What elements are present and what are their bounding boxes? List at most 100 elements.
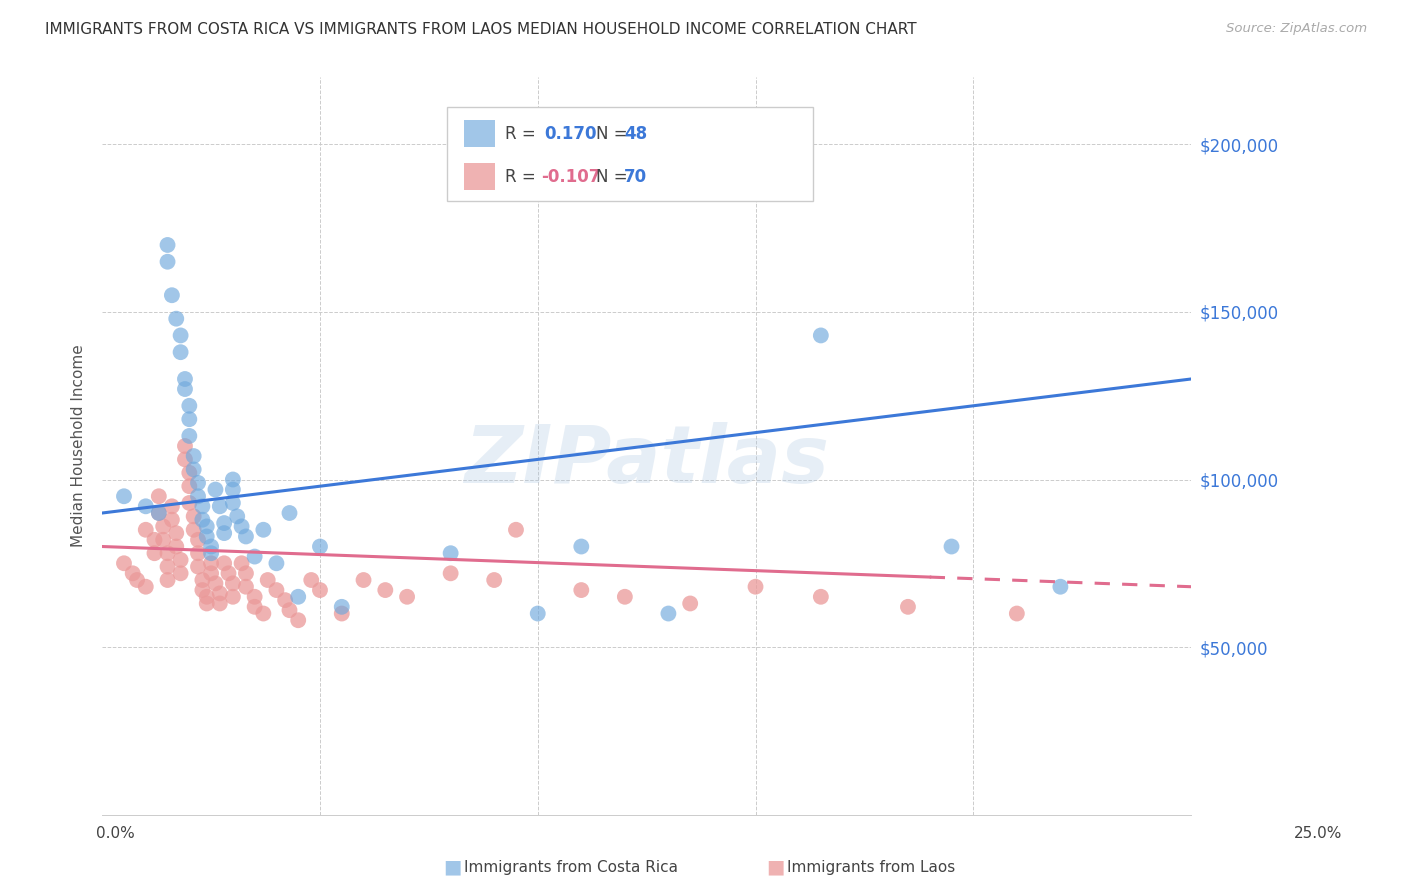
Point: [330, 607, 353, 621]
Text: Source: ZipAtlas.com: Source: ZipAtlas.com: [1226, 22, 1367, 36]
Point: [200, 540, 222, 554]
Point: [156, 238, 179, 252]
Point: [274, 593, 297, 607]
Point: [165, 526, 187, 541]
Point: [200, 546, 222, 560]
Point: [187, 489, 209, 503]
Text: ■: ■: [443, 857, 461, 877]
Point: [191, 573, 214, 587]
Text: IMMIGRANTS FROM COSTA RICA VS IMMIGRANTS FROM LAOS MEDIAN HOUSEHOLD INCOME CORRE: IMMIGRANTS FROM COSTA RICA VS IMMIGRANTS…: [45, 22, 917, 37]
Point: [200, 556, 222, 570]
Point: [143, 546, 166, 560]
Point: [200, 566, 222, 581]
Text: ZIPatlas: ZIPatlas: [464, 422, 830, 500]
Point: [309, 540, 332, 554]
Text: 25.0%: 25.0%: [1295, 827, 1343, 841]
Text: ■: ■: [766, 857, 785, 877]
Point: [179, 479, 201, 493]
Point: [208, 500, 231, 514]
Text: R =: R =: [505, 125, 546, 143]
Point: [179, 429, 201, 443]
Point: [744, 580, 766, 594]
Point: [165, 311, 187, 326]
Point: [169, 566, 191, 581]
Point: [187, 533, 209, 547]
Point: [212, 526, 235, 541]
Point: [243, 590, 266, 604]
Point: [112, 489, 135, 503]
Point: [222, 483, 245, 497]
Point: [231, 519, 253, 533]
Text: Immigrants from Laos: Immigrants from Laos: [787, 860, 956, 874]
Y-axis label: Median Household Income: Median Household Income: [72, 344, 86, 548]
Point: [374, 583, 396, 598]
Point: [195, 529, 218, 543]
Text: N =: N =: [596, 168, 633, 186]
Point: [810, 328, 832, 343]
Point: [148, 506, 170, 520]
Point: [226, 509, 249, 524]
Point: [208, 586, 231, 600]
Point: [204, 483, 226, 497]
Point: [941, 540, 963, 554]
Point: [195, 597, 218, 611]
Point: [235, 580, 257, 594]
Point: [353, 573, 375, 587]
Point: [266, 556, 288, 570]
Point: [235, 566, 257, 581]
Point: [174, 382, 197, 396]
Point: [169, 553, 191, 567]
Point: [278, 603, 301, 617]
Point: [287, 590, 309, 604]
Point: [440, 566, 463, 581]
Point: [299, 573, 322, 587]
Point: [287, 613, 309, 627]
Point: [679, 597, 702, 611]
Point: [160, 500, 183, 514]
Text: R =: R =: [505, 168, 541, 186]
Point: [183, 462, 205, 476]
Point: [252, 523, 274, 537]
Point: [183, 449, 205, 463]
Point: [112, 556, 135, 570]
Point: [169, 345, 191, 359]
Point: [135, 523, 157, 537]
Point: [243, 549, 266, 564]
Point: [174, 372, 197, 386]
Point: [505, 523, 527, 537]
Point: [440, 546, 463, 560]
Point: [195, 590, 218, 604]
Point: [526, 607, 548, 621]
Point: [179, 466, 201, 480]
Point: [569, 540, 592, 554]
Point: [222, 473, 245, 487]
Point: [179, 496, 201, 510]
Point: [657, 607, 679, 621]
Point: [309, 583, 332, 598]
Point: [148, 489, 170, 503]
Point: [222, 576, 245, 591]
Point: [897, 599, 920, 614]
Point: [152, 533, 174, 547]
Point: [187, 559, 209, 574]
Point: [191, 583, 214, 598]
Point: [222, 590, 245, 604]
Point: [174, 452, 197, 467]
Point: [156, 559, 179, 574]
Point: [1005, 607, 1028, 621]
Point: [396, 590, 419, 604]
Text: 0.170: 0.170: [544, 125, 596, 143]
Point: [330, 599, 353, 614]
Point: [143, 533, 166, 547]
Point: [810, 590, 832, 604]
Point: [243, 599, 266, 614]
Point: [135, 500, 157, 514]
Point: [160, 513, 183, 527]
Point: [156, 573, 179, 587]
Point: [148, 506, 170, 520]
Point: [569, 583, 592, 598]
Point: [1049, 580, 1071, 594]
Point: [183, 523, 205, 537]
Point: [169, 328, 191, 343]
Point: [191, 513, 214, 527]
